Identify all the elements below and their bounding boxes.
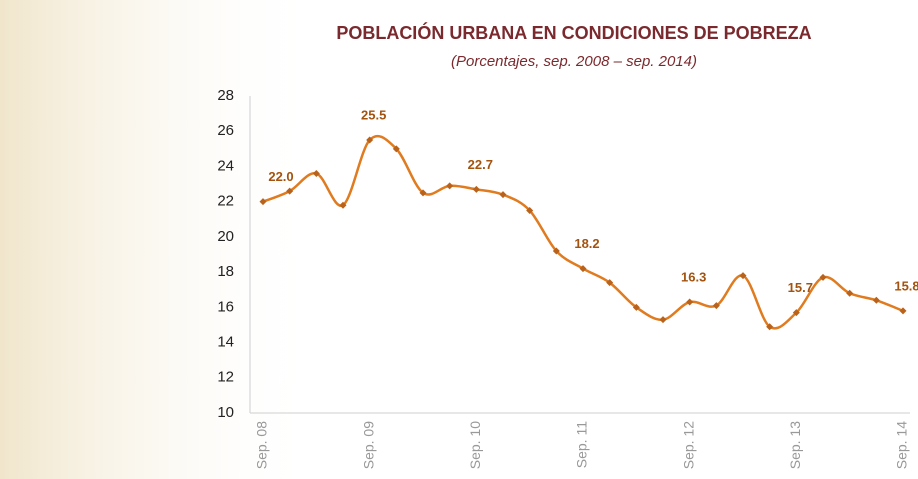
data-point [872, 296, 880, 304]
data-point [579, 265, 587, 273]
y-tick-label: 12 [217, 369, 234, 386]
chart-subtitle: (Porcentajes, sep. 2008 – sep. 2014) [451, 53, 697, 70]
data-point [766, 323, 774, 331]
background-decoration [0, 0, 320, 479]
y-tick-label: 22 [217, 193, 234, 210]
data-label: 15.7 [788, 280, 813, 295]
data-point [259, 198, 267, 206]
data-point [526, 206, 534, 214]
y-tick-label: 18 [217, 263, 234, 280]
data-point [366, 136, 374, 144]
data-label: 25.5 [361, 107, 386, 122]
data-point [552, 247, 560, 255]
data-point [686, 298, 694, 306]
data-point [499, 191, 507, 199]
data-label: 22.0 [268, 169, 293, 184]
data-point [472, 185, 480, 193]
data-point [659, 316, 667, 324]
x-tick-label: Sep. 09 [360, 421, 376, 469]
x-tick-label: Sep. 10 [467, 421, 483, 469]
x-tick-label: Sep. 08 [254, 421, 270, 469]
data-point [286, 187, 294, 195]
data-label: 15.8 [894, 278, 918, 293]
data-label: 18.2 [574, 236, 599, 251]
y-tick-label: 24 [217, 157, 234, 174]
data-point [312, 169, 320, 177]
data-point [392, 145, 400, 153]
data-label: 16.3 [681, 269, 706, 284]
data-point [899, 307, 907, 315]
y-tick-label: 28 [217, 87, 234, 104]
data-point [606, 279, 614, 287]
x-tick-label: Sep. 12 [680, 421, 696, 469]
data-point [339, 201, 347, 209]
x-tick-label: Sep. 13 [787, 421, 803, 469]
data-point [419, 189, 427, 197]
y-tick-label: 10 [217, 404, 234, 421]
data-point [846, 289, 854, 297]
data-point [446, 182, 454, 190]
data-point [792, 309, 800, 317]
chart-title: POBLACIÓN URBANA EN CONDICIONES DE POBRE… [336, 22, 811, 43]
y-tick-label: 26 [217, 122, 234, 139]
x-tick-label: Sep. 11 [574, 421, 590, 468]
data-point [632, 303, 640, 311]
y-tick-label: 16 [217, 298, 234, 315]
data-point [819, 273, 827, 281]
data-label: 22.7 [468, 157, 493, 172]
series-line [262, 134, 904, 330]
x-tick-label: Sep. 14 [894, 421, 910, 469]
data-point [712, 302, 720, 310]
y-tick-label: 20 [217, 228, 234, 245]
y-tick-label: 14 [217, 334, 234, 351]
data-point [739, 272, 747, 280]
